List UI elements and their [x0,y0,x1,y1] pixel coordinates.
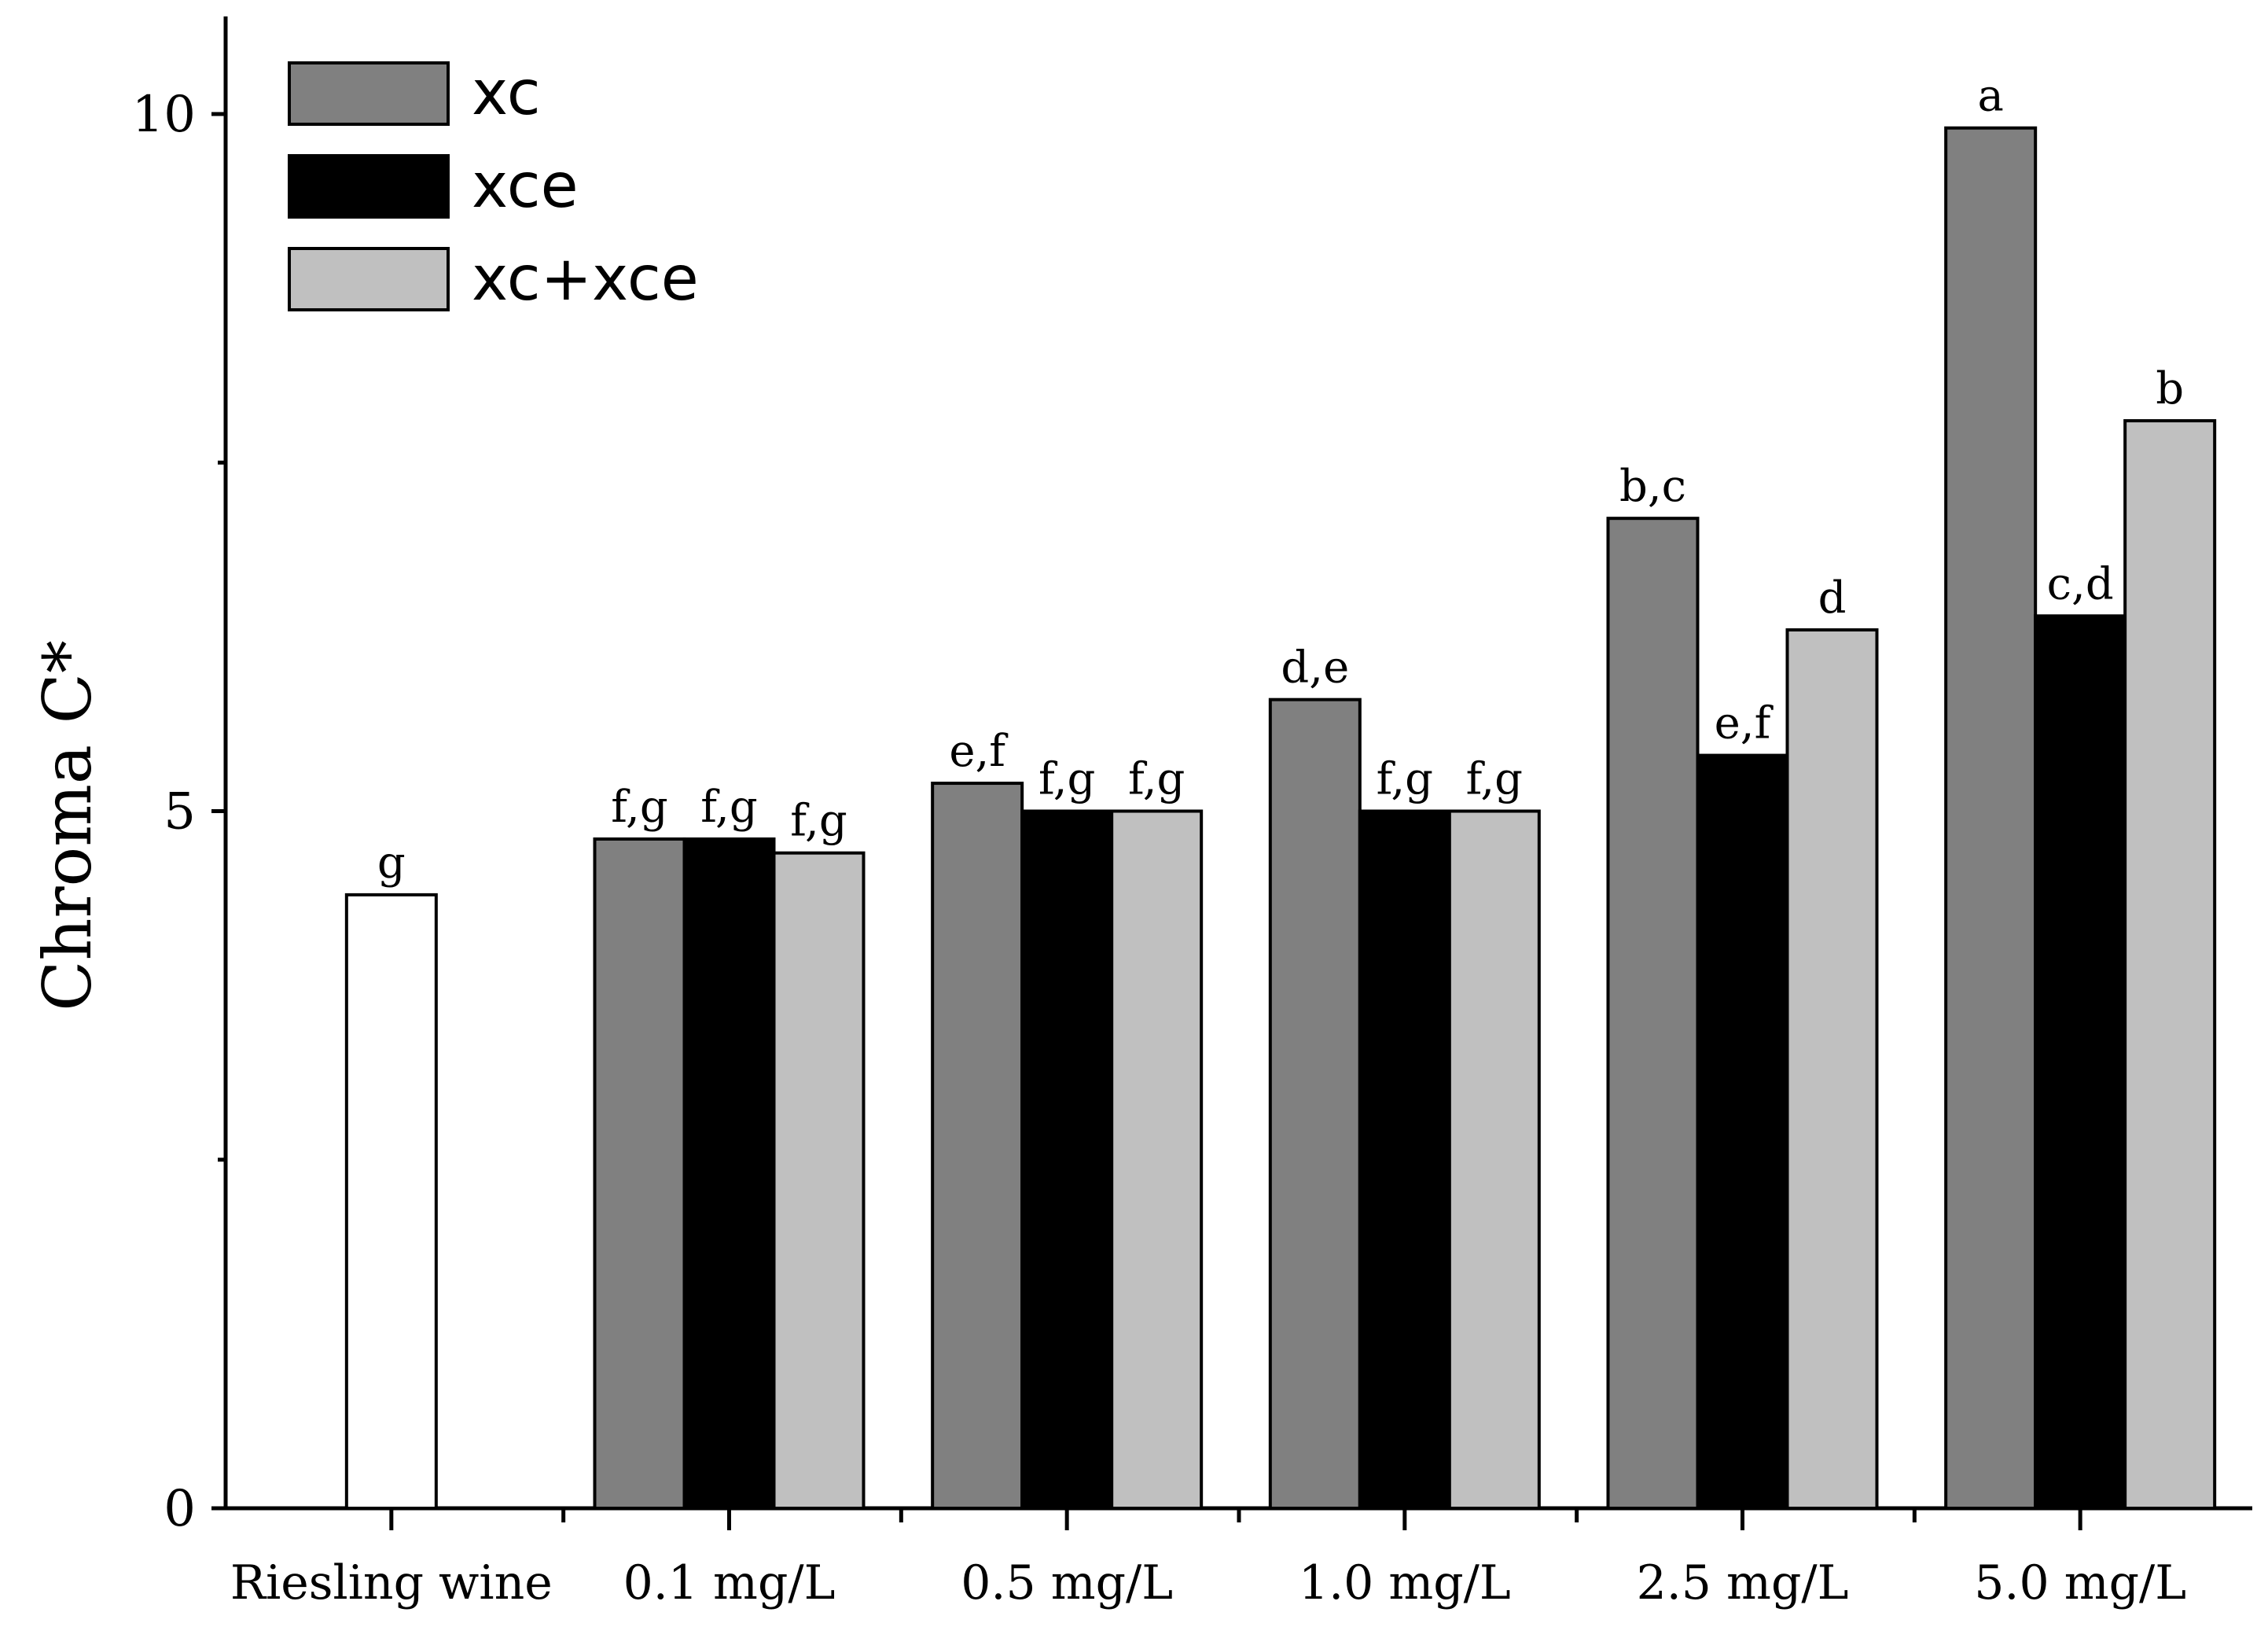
bar-significance-label: d [1818,572,1847,624]
bar-xc-plus-xce [772,851,866,1510]
axes: 0 5 10 Riesling wine 0.1 mg/L 0.5 mg/L 1.0 mg/… [132,16,2252,1610]
x-tick-label: 2.5 mg/L [1637,1555,1849,1610]
legend-label: xc+xce [472,244,699,315]
bar-significance-label: b [2156,363,2184,414]
legend-swatch [288,154,450,219]
bar-significance-label: e,f [949,726,1009,777]
legend: xc xce xc+xce [288,58,699,315]
legend-swatch [288,247,450,311]
x-tick-label: Riesling wine [230,1555,553,1610]
bar-significance-label: g [377,837,406,889]
bar-significance-label: e,f [1715,698,1774,749]
legend-label: xc [472,58,541,129]
y-axis-label: Chroma C* [29,640,106,1011]
bar-significance-label: f,g [1038,754,1095,805]
bar-xc-plus-xce [1785,628,1879,1510]
legend-swatch [288,61,450,126]
bars [344,126,2217,1511]
bar-xc [1606,517,1700,1510]
bar-xce [682,837,776,1510]
bar-significance-label: a [1977,71,2003,122]
bar-significance-label: f,g [790,796,847,847]
legend-label: xce [472,151,579,222]
x-tick-label: 0.5 mg/L [961,1555,1173,1610]
y-tick-label: 0 [164,1480,196,1538]
bar-xc-plus-xce [1110,809,1204,1510]
bar-significance-label: f,g [1377,754,1433,805]
bar-xc [1268,698,1362,1510]
bar-xc [931,782,1024,1510]
bar-significance-label: b,c [1619,461,1686,512]
bar-significance-label: f,g [700,782,757,833]
bar-significance-label: f,g [1466,754,1523,805]
bar-significance-label: f,g [1128,754,1185,805]
x-tick-label: 0.1 mg/L [623,1555,836,1610]
data-labels: g f,g e,f d,e b,c a f,g f,g f,g e,f c,d f,g f,g f,g d b [377,71,2184,889]
bar-xce [1020,809,1114,1510]
y-tick-label: 10 [132,86,196,144]
bar-xce [1358,809,1451,1510]
bar-significance-label: c,d [2047,558,2114,609]
bar-control [344,893,438,1510]
bar-xc [593,837,686,1510]
y-tick-label: 5 [164,783,196,841]
bar-xc-plus-xce [2123,419,2217,1510]
bar-significance-label: f,g [611,782,667,833]
bar-xce [1696,753,1789,1510]
bar-xc-plus-xce [1447,809,1541,1510]
x-tick-label: 5.0 mg/L [1974,1555,2186,1610]
bar-xce [2034,614,2127,1510]
bar-xc [1944,126,2038,1511]
x-tick-label: 1.0 mg/L [1299,1555,1511,1610]
bar-significance-label: d,e [1281,642,1349,694]
